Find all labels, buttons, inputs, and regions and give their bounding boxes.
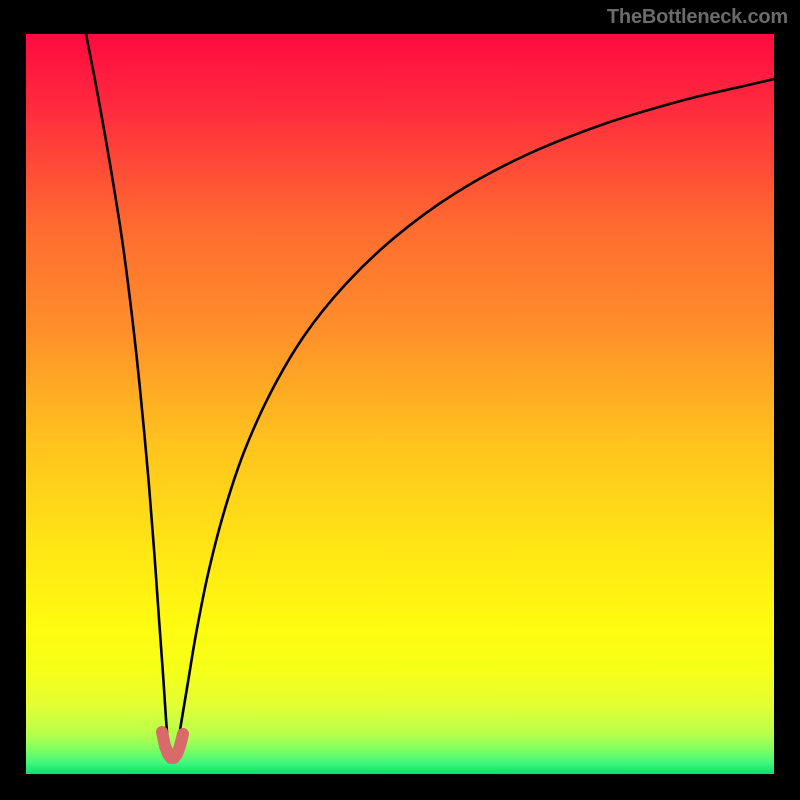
chart-frame: TheBottleneck.com bbox=[0, 0, 800, 800]
plot-background bbox=[26, 34, 774, 774]
bottleneck-plot bbox=[26, 34, 774, 774]
watermark-text: TheBottleneck.com bbox=[607, 6, 788, 29]
